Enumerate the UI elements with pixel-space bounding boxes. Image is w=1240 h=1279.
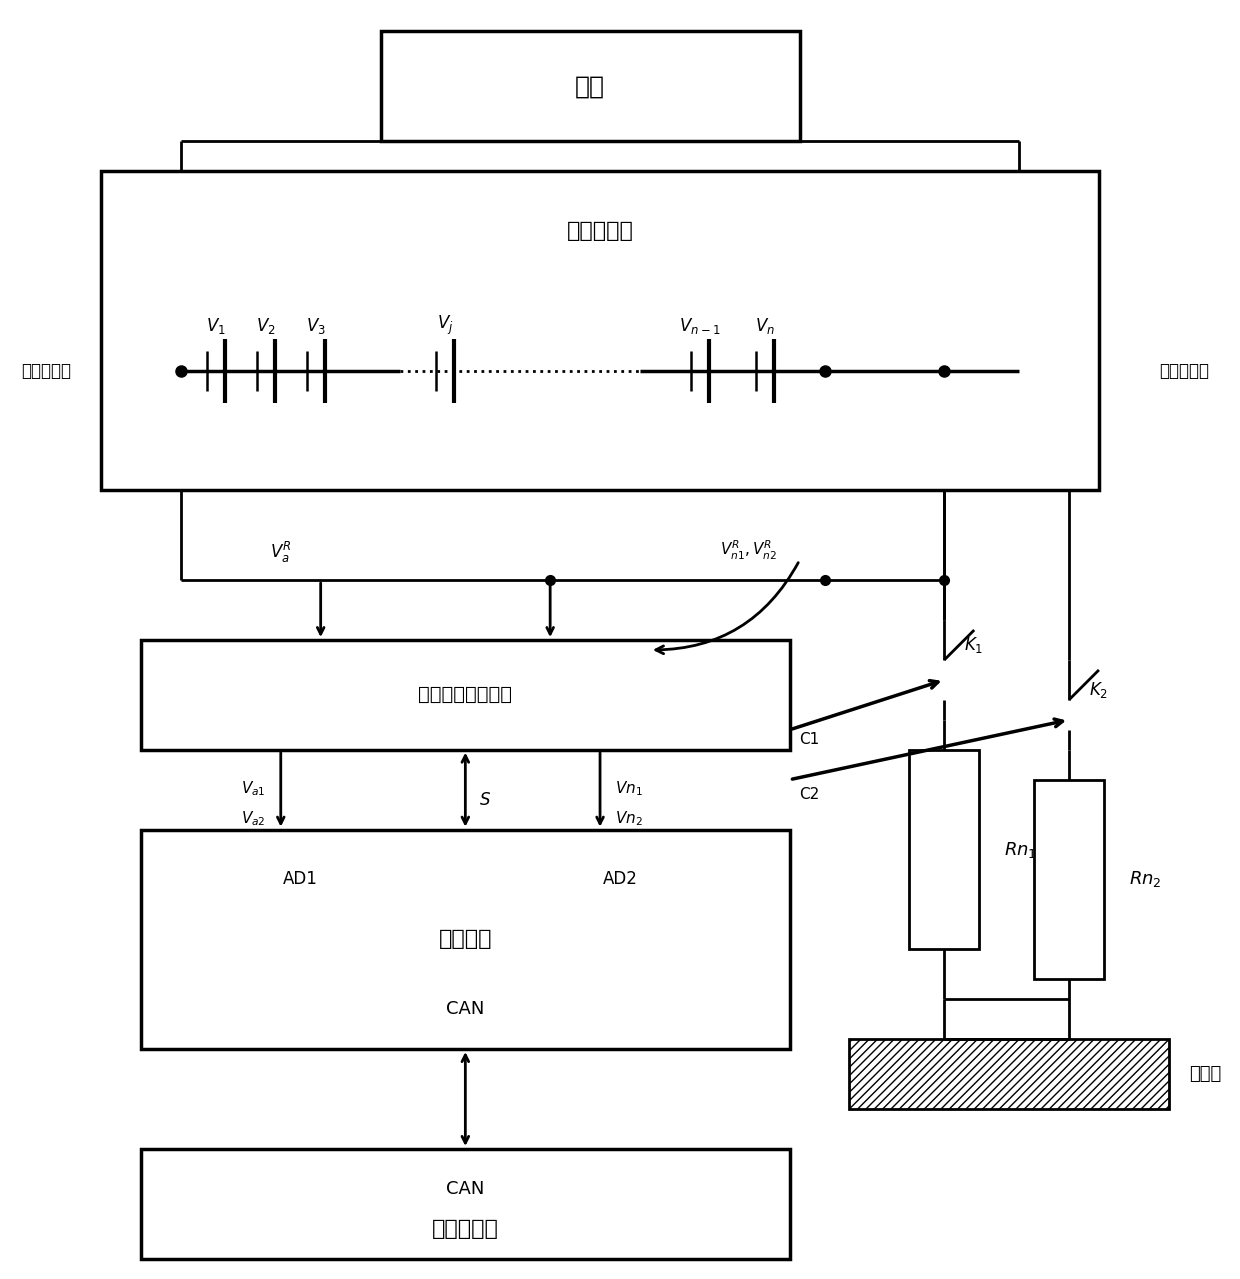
Text: 电池组总正: 电池组总正 <box>21 362 71 380</box>
Text: $V_{n1}^R,V_{n2}^R$: $V_{n1}^R,V_{n2}^R$ <box>719 538 777 561</box>
Text: 车身地: 车身地 <box>1189 1065 1221 1083</box>
Text: 串联电池组: 串联电池组 <box>567 221 634 240</box>
Text: AD2: AD2 <box>603 871 637 889</box>
Text: $V_3$: $V_3$ <box>306 316 326 335</box>
Text: $Rn_2$: $Rn_2$ <box>1128 870 1162 889</box>
Text: $V_{a2}$: $V_{a2}$ <box>241 810 265 829</box>
Text: $V_{a1}$: $V_{a1}$ <box>241 780 265 798</box>
Text: $V_j$: $V_j$ <box>436 315 454 338</box>
Text: CAN: CAN <box>446 1000 485 1018</box>
Text: 控制单元: 控制单元 <box>439 930 492 949</box>
Text: S: S <box>480 790 491 808</box>
Text: 电压同步采样电路: 电压同步采样电路 <box>418 686 512 705</box>
Text: $V_n$: $V_n$ <box>755 316 775 335</box>
Text: $V_a^R$: $V_a^R$ <box>270 540 291 565</box>
Text: $K_1$: $K_1$ <box>965 634 983 655</box>
Bar <box>141 1149 790 1259</box>
Text: 电池组总负: 电池组总负 <box>1159 362 1209 380</box>
Text: 负载: 负载 <box>575 74 605 98</box>
Text: $V_{n-1}$: $V_{n-1}$ <box>680 316 720 335</box>
Text: 整车控制器: 整车控制器 <box>432 1219 498 1239</box>
Text: CAN: CAN <box>446 1179 485 1198</box>
Text: C1: C1 <box>800 733 820 747</box>
Bar <box>849 1039 1169 1109</box>
Bar <box>909 749 980 949</box>
Bar <box>381 31 800 141</box>
Text: $V_2$: $V_2$ <box>255 316 275 335</box>
Text: $K_2$: $K_2$ <box>1089 680 1109 700</box>
Text: AD1: AD1 <box>283 871 319 889</box>
Bar <box>141 640 790 749</box>
Bar <box>102 171 1099 490</box>
Text: $Vn_2$: $Vn_2$ <box>615 810 642 829</box>
Text: $Rn_1$: $Rn_1$ <box>1004 839 1037 859</box>
Bar <box>1034 780 1104 980</box>
Text: $V_1$: $V_1$ <box>206 316 226 335</box>
Bar <box>141 830 790 1049</box>
Text: C2: C2 <box>800 787 820 802</box>
Text: $Vn_1$: $Vn_1$ <box>615 780 642 798</box>
